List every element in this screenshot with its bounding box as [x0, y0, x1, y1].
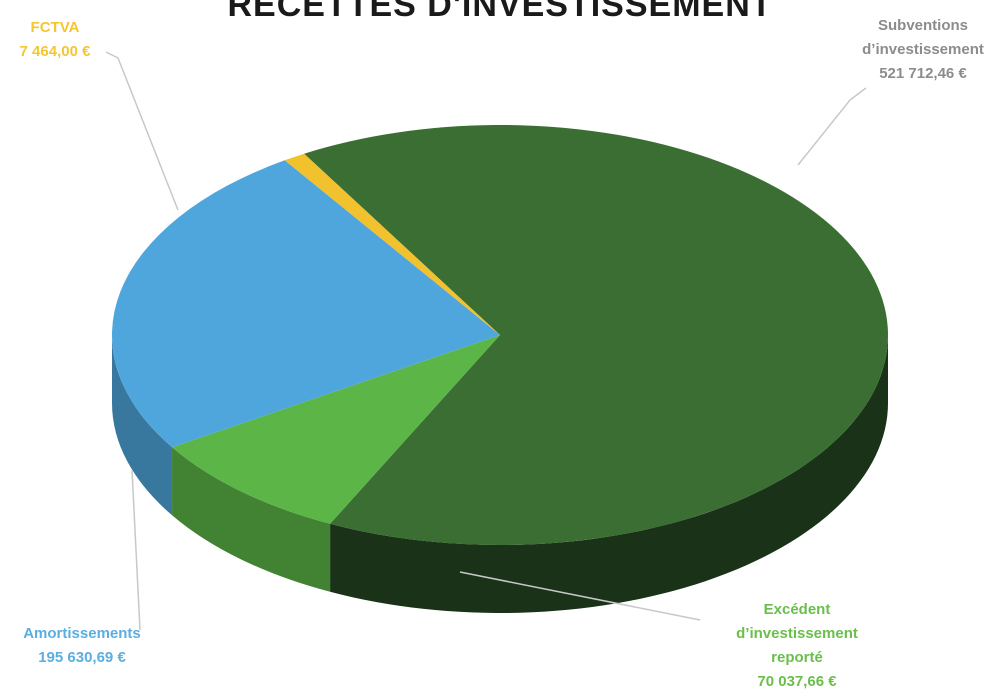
- leader-amortissements: [131, 469, 141, 631]
- leader-fctva: [105, 51, 179, 211]
- slice-fctva: [284, 153, 500, 335]
- label-fctva: FCTVA 7 464,00 €: [19, 19, 91, 60]
- leader-lines: [105, 51, 867, 631]
- leader-subventions: [797, 87, 867, 166]
- label-excedent: Excédent d’investissement reporté 70 037…: [736, 601, 858, 690]
- chart-title: RECETTES D'INVESTISSEMENT: [227, 0, 773, 24]
- slice-amortissements-side: [112, 335, 173, 516]
- pie-slices: [112, 125, 888, 545]
- slice-excedent: [172, 335, 500, 524]
- slice-amortissements: [112, 160, 500, 448]
- slice-subventions-side: [330, 335, 889, 614]
- slice-subventions: [304, 125, 888, 545]
- pie-sides: [112, 335, 889, 614]
- label-amortissements: Amortissements 195 630,69 €: [23, 625, 141, 666]
- slice-excedent-side: [172, 447, 331, 592]
- leader-excedent: [459, 571, 701, 621]
- label-subventions: Subventions d’investissement 521 712,46 …: [862, 17, 984, 82]
